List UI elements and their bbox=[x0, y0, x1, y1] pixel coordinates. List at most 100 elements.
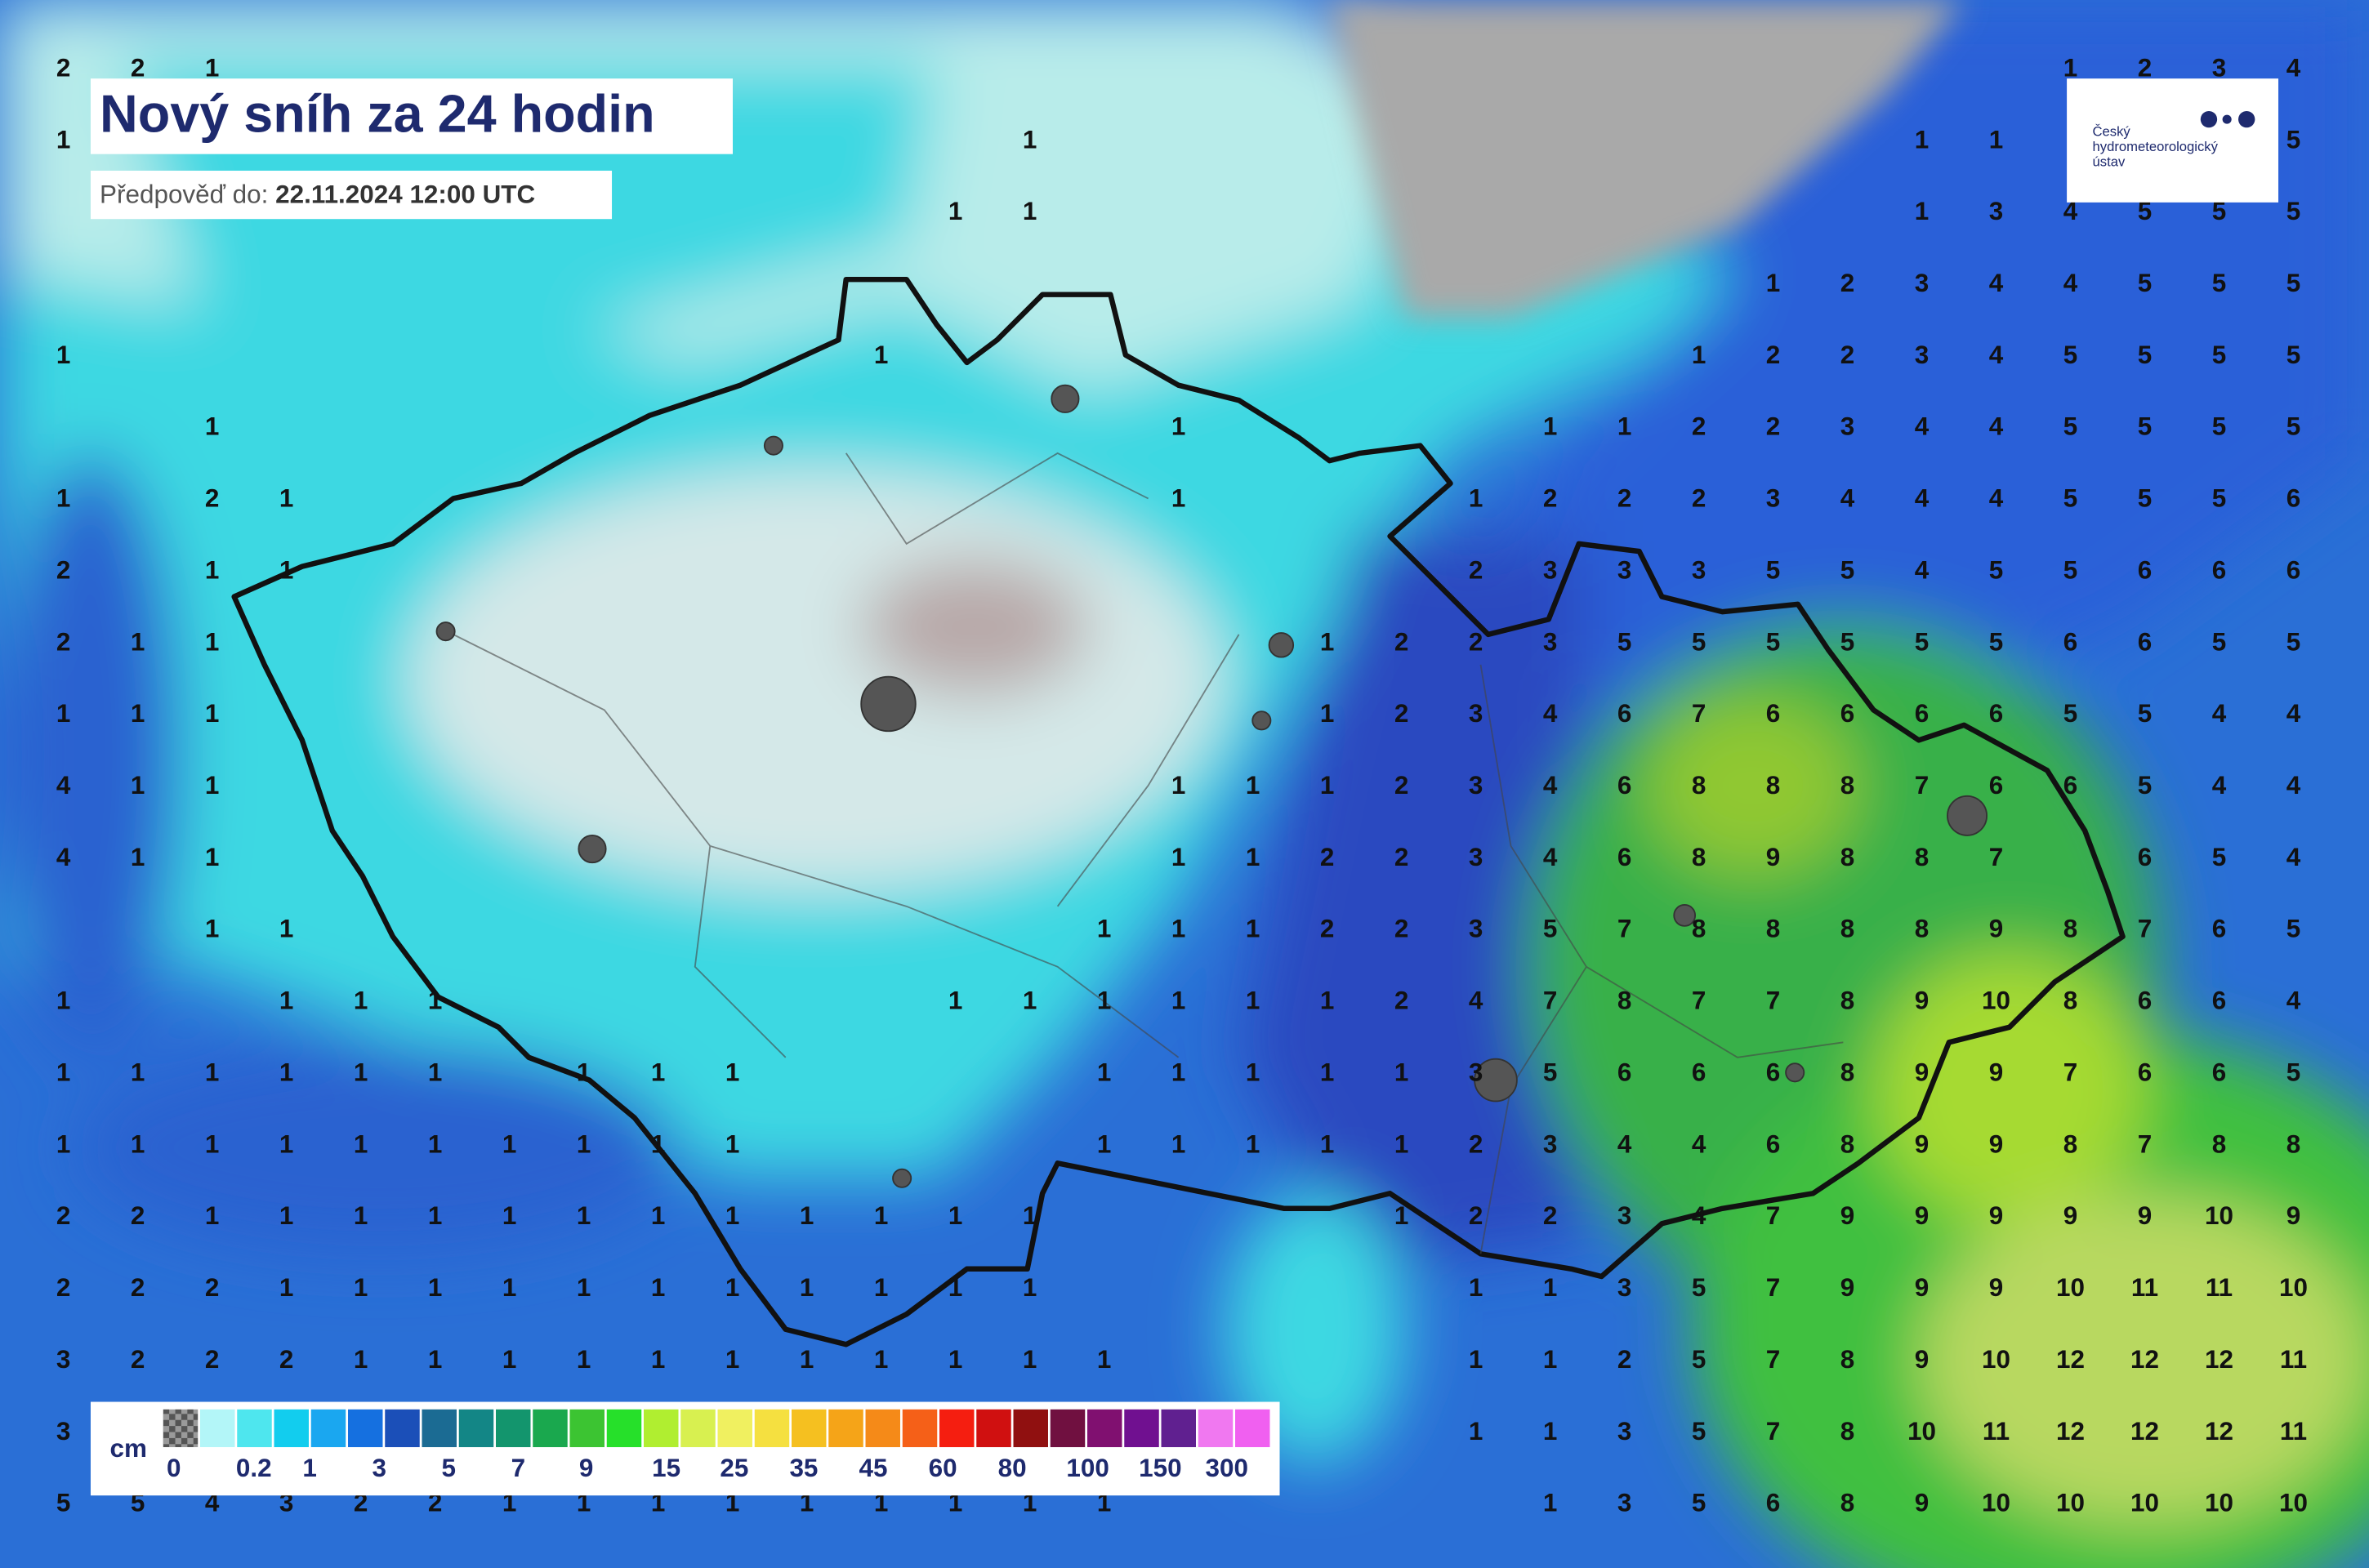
legend-label: 15 bbox=[652, 1454, 680, 1482]
grid-value: 6 bbox=[2138, 1058, 2152, 1086]
grid-value: 6 bbox=[2286, 484, 2300, 513]
grid-value: 8 bbox=[1692, 843, 1706, 871]
grid-value: 1 bbox=[577, 1129, 591, 1158]
grid-value: 11 bbox=[1983, 1417, 2010, 1446]
grid-value: 1 bbox=[1989, 125, 2003, 154]
legend-swatch bbox=[828, 1409, 863, 1448]
grid-value: 5 bbox=[1617, 627, 1631, 656]
title: Nový sníh za 24 hodin bbox=[100, 83, 655, 143]
logo-box bbox=[2067, 78, 2279, 203]
grid-value: 5 bbox=[56, 1489, 70, 1517]
grid-value: 6 bbox=[1989, 771, 2003, 800]
grid-value: 11 bbox=[2131, 1273, 2158, 1302]
grid-value: 1 bbox=[948, 1345, 962, 1374]
grid-value: 2 bbox=[131, 1345, 145, 1374]
grid-value: 1 bbox=[1023, 987, 1037, 1015]
logo-line: hydrometeorologický bbox=[2093, 139, 2219, 154]
grid-value: 3 bbox=[56, 1345, 70, 1374]
grid-value: 7 bbox=[1766, 1201, 1780, 1230]
grid-value: 6 bbox=[1692, 1058, 1706, 1086]
grid-value: 1 bbox=[205, 53, 219, 82]
grid-value: 2 bbox=[1394, 915, 1408, 943]
grid-value: 2 bbox=[1617, 484, 1631, 513]
grid-value: 1 bbox=[577, 1345, 591, 1374]
grid-value: 1 bbox=[2063, 53, 2077, 82]
grid-value: 5 bbox=[2212, 484, 2226, 513]
legend-label: 0 bbox=[167, 1454, 181, 1482]
grid-value: 4 bbox=[1692, 1201, 1706, 1230]
legend-label: 100 bbox=[1066, 1454, 1109, 1482]
legend-swatch bbox=[644, 1409, 679, 1448]
grid-value: 2 bbox=[1543, 484, 1557, 513]
grid-value: 2 bbox=[1394, 987, 1408, 1015]
grid-value: 2 bbox=[131, 1201, 145, 1230]
grid-value: 1 bbox=[800, 1201, 814, 1230]
grid-value: 3 bbox=[1617, 1201, 1631, 1230]
grid-value: 3 bbox=[1915, 341, 1929, 369]
legend-swatch bbox=[199, 1409, 235, 1448]
grid-value: 1 bbox=[725, 1489, 739, 1517]
grid-value: 8 bbox=[1840, 1129, 1854, 1158]
grid-value: 6 bbox=[1766, 1058, 1780, 1086]
grid-value: 4 bbox=[205, 1489, 220, 1517]
grid-value: 1 bbox=[874, 1273, 888, 1302]
grid-value: 1 bbox=[651, 1345, 665, 1374]
grid-value: 4 bbox=[2286, 843, 2301, 871]
grid-value: 1 bbox=[1543, 1345, 1557, 1374]
grid-value: 9 bbox=[1989, 1201, 2003, 1230]
grid-value: 8 bbox=[2286, 1129, 2300, 1158]
grid-value: 5 bbox=[1543, 1058, 1557, 1086]
legend-label: 0.2 bbox=[236, 1454, 272, 1482]
legend: 0 0.2 1 3 5 7 9 15 25 35 45 60 80 100 150 300 bbox=[163, 1409, 1270, 1482]
grid-value: 2 bbox=[1840, 341, 1854, 369]
grid-value: 1 bbox=[279, 555, 293, 584]
grid-value: 1 bbox=[131, 843, 145, 871]
grid-value: 1 bbox=[502, 1345, 516, 1374]
grid-value: 5 bbox=[2063, 341, 2077, 369]
grid-value: 5 bbox=[2212, 843, 2226, 871]
grid-value: 1 bbox=[1023, 1489, 1037, 1517]
grid-value: 1 bbox=[577, 1489, 591, 1517]
grid-value: 5 bbox=[2138, 341, 2152, 369]
legend-label: 35 bbox=[789, 1454, 818, 1482]
grid-value: 1 bbox=[651, 1129, 665, 1158]
grid-value: 3 bbox=[1469, 699, 1483, 728]
grid-value: 1 bbox=[1171, 771, 1185, 800]
grid-value: 1 bbox=[1320, 1129, 1334, 1158]
grid-value: 8 bbox=[1840, 1345, 1854, 1374]
grid-value: 8 bbox=[2063, 1129, 2077, 1158]
grid-value: 6 bbox=[1989, 699, 2003, 728]
legend-label: 1 bbox=[302, 1454, 316, 1482]
grid-value: 5 bbox=[2286, 125, 2300, 154]
grid-value: 8 bbox=[1840, 915, 1854, 943]
grid-value: 1 bbox=[948, 1273, 962, 1302]
legend-swatch bbox=[1161, 1409, 1196, 1448]
grid-value: 3 bbox=[1617, 1489, 1631, 1517]
legend-swatch bbox=[976, 1409, 1011, 1448]
legend-swatch bbox=[606, 1409, 642, 1448]
grid-value: 6 bbox=[1766, 1489, 1780, 1517]
grid-value: 1 bbox=[1915, 125, 1929, 154]
legend-label: 9 bbox=[579, 1454, 593, 1482]
grid-value: 5 bbox=[1840, 555, 1854, 584]
grid-value: 9 bbox=[1915, 1273, 1929, 1302]
legend-swatch bbox=[274, 1409, 309, 1448]
grid-value: 1 bbox=[205, 1058, 219, 1086]
grid-value: 5 bbox=[2212, 197, 2226, 225]
grid-value: 1 bbox=[1543, 1417, 1557, 1446]
grid-value: 1 bbox=[428, 1201, 442, 1230]
grid-value: 3 bbox=[1692, 555, 1706, 584]
grid-value: 1 bbox=[205, 699, 219, 728]
grid-value: 10 bbox=[2056, 1489, 2085, 1517]
grid-value: 1 bbox=[800, 1345, 814, 1374]
title-box bbox=[90, 78, 734, 154]
grid-value: 2 bbox=[1617, 1345, 1631, 1374]
grid-value: 3 bbox=[1840, 412, 1854, 441]
grid-value: 12 bbox=[2205, 1345, 2233, 1374]
grid-value: 4 bbox=[2063, 269, 2078, 297]
grid-value: 1 bbox=[577, 1058, 591, 1086]
grid-value: 5 bbox=[1766, 627, 1780, 656]
grid-value: 9 bbox=[1915, 987, 1929, 1015]
grid-value: 12 bbox=[2205, 1417, 2233, 1446]
legend-swatch bbox=[569, 1409, 605, 1448]
